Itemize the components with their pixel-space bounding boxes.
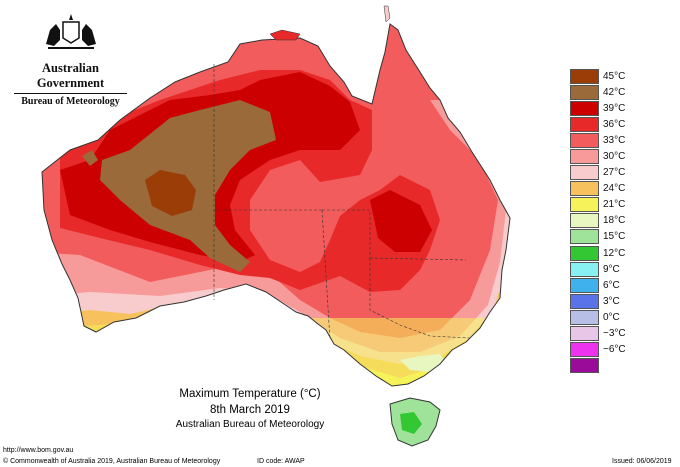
map-source: Australian Bureau of Meteorology (175, 419, 325, 430)
legend-swatch (570, 213, 599, 229)
legend-swatch (570, 165, 599, 181)
temperature-legend: 45°C 42°C 39°C 36°C 33°C 30°C 27°C 24°C 21°C 18°C… (570, 68, 626, 374)
coat-of-arms-icon (45, 14, 96, 49)
legend-swatch (570, 84, 599, 100)
legend-label: 27°C (603, 167, 626, 179)
legend-swatch (570, 245, 599, 261)
legend-label: 39°C (603, 102, 626, 114)
legend-label: 0°C (603, 311, 620, 323)
legend-row: 6°C (570, 277, 626, 293)
legend-label: −6°C (603, 344, 626, 356)
legend-label: −3°C (603, 328, 626, 340)
legend-row: 3°C (570, 293, 626, 309)
legend-row: 0°C (570, 309, 626, 325)
legend-label: 12°C (603, 247, 626, 259)
legend-swatch (570, 132, 599, 148)
legend-swatch (570, 261, 599, 277)
legend-row: 39°C (570, 100, 626, 116)
legend-row: 21°C (570, 197, 626, 213)
legend-swatch (570, 68, 599, 84)
map-caption: Maximum Temperature (°C) 8th March 2019 … (130, 387, 370, 431)
legend-swatch (570, 149, 599, 165)
legend-swatch (570, 309, 599, 325)
legend-row: 18°C (570, 213, 626, 229)
legend-row: 12°C (570, 245, 626, 261)
legend-label: 33°C (603, 134, 626, 146)
issued-date: Issued: 06/06/2019 (612, 458, 672, 465)
legend-swatch (570, 100, 599, 116)
legend-swatch (570, 229, 599, 245)
legend-label: 42°C (603, 86, 626, 98)
legend-swatch (570, 326, 599, 342)
legend-row: 27°C (570, 165, 626, 181)
legend-label: 9°C (603, 263, 620, 275)
legend-row: −3°C (570, 326, 626, 342)
legend-row: 36°C (570, 116, 626, 132)
legend-swatch (570, 116, 599, 132)
legend-row: 45°C (570, 68, 626, 84)
legend-label: 21°C (603, 199, 626, 211)
legend-label: 6°C (603, 279, 620, 291)
legend-row: 30°C (570, 148, 626, 165)
legend-row: 9°C (570, 261, 626, 277)
website-link[interactable]: http://www.bom.gov.au (3, 447, 74, 454)
state-borders (213, 64, 471, 341)
legend-label: 30°C (603, 151, 626, 163)
government-name: Australian Government (36, 61, 105, 90)
id-code: ID code: AWAP (257, 458, 305, 465)
legend-row: 24°C (570, 181, 626, 197)
government-branding: Australian Government Bureau of Meteorol… (8, 10, 133, 107)
legend-row: 33°C (570, 132, 626, 148)
map-title: Maximum Temperature (°C) (179, 388, 321, 400)
legend-swatch (570, 197, 599, 213)
legend-swatch (570, 181, 599, 197)
legend-swatch (570, 342, 599, 358)
legend-swatch (570, 293, 599, 309)
copyright-notice: © Commonwealth of Australia 2019, Austra… (3, 458, 221, 465)
legend-row: 15°C (570, 229, 626, 245)
map-date: 8th March 2019 (210, 404, 290, 416)
legend-row: −6°C (570, 342, 626, 358)
legend-label: 45°C (603, 70, 626, 82)
legend-label: 36°C (603, 118, 626, 130)
legend-swatch (570, 358, 599, 374)
legend-label: 18°C (603, 215, 626, 227)
legend-label: 24°C (603, 183, 626, 195)
legend-label: 15°C (603, 231, 626, 243)
legend-label: 3°C (603, 295, 620, 307)
bureau-name: Bureau of Meteorology (14, 93, 127, 107)
legend-swatch (570, 277, 599, 293)
legend-row (570, 358, 626, 374)
legend-row: 42°C (570, 84, 626, 100)
